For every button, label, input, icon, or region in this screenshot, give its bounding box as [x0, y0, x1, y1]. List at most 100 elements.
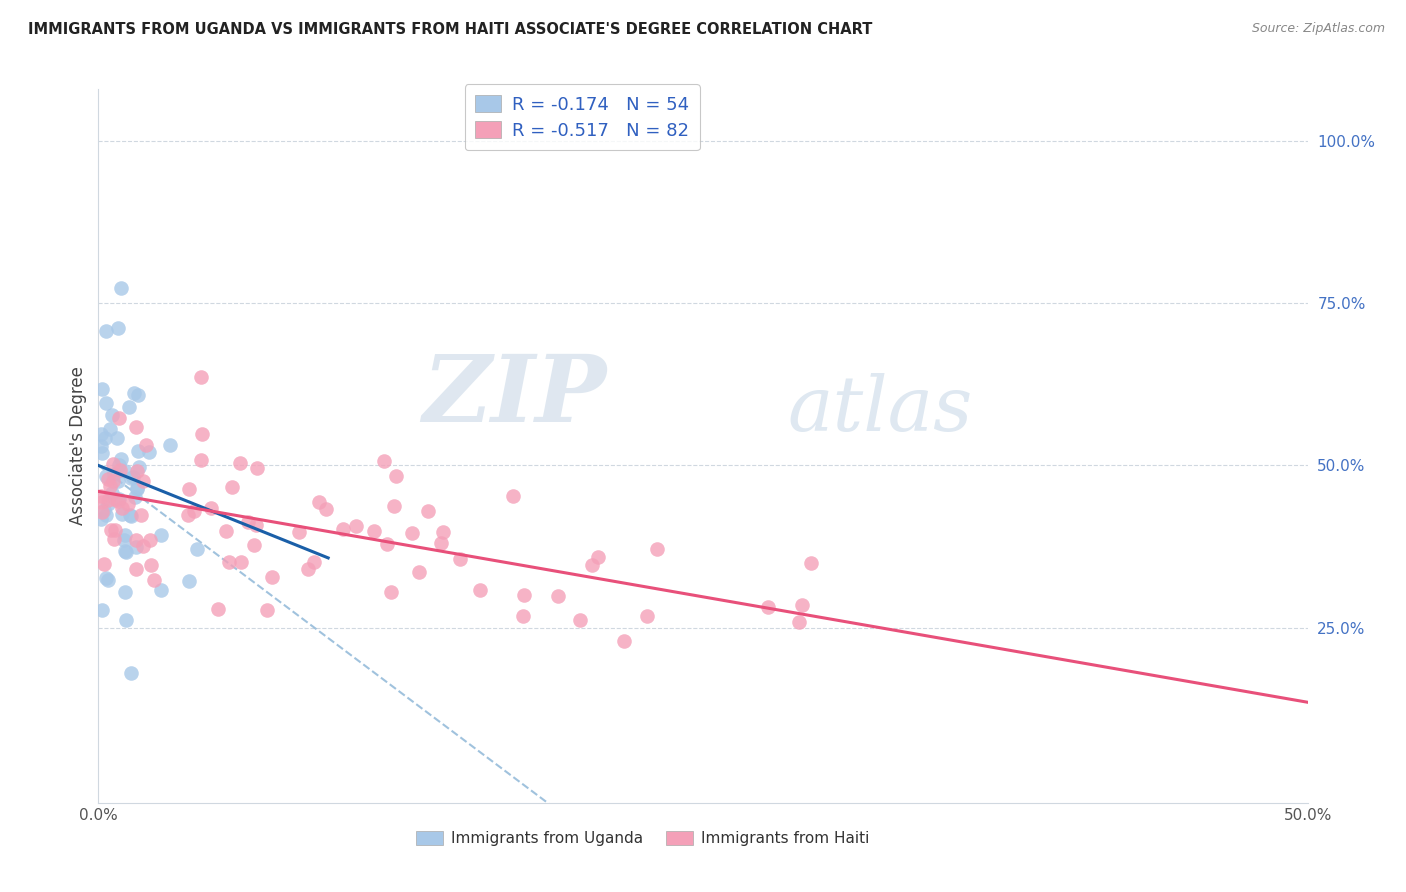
Point: [110, 500, 132, 515]
Point: [218, 555, 240, 569]
Point: [120, 509, 142, 524]
Point: [138, 444, 160, 458]
Point: [124, 540, 146, 554]
Point: [332, 522, 354, 536]
Point: [363, 524, 385, 538]
Point: [107, 494, 129, 508]
Point: [142, 573, 165, 587]
Point: [416, 504, 439, 518]
Point: [114, 543, 136, 558]
Point: [308, 495, 330, 509]
Point: [114, 585, 136, 599]
Point: [101, 408, 124, 422]
Point: [128, 459, 150, 474]
Point: [97, 573, 120, 587]
Point: [401, 525, 423, 540]
Point: [800, 556, 823, 570]
Point: [315, 501, 337, 516]
Text: atlas: atlas: [787, 374, 973, 447]
Point: [131, 474, 153, 488]
Point: [120, 508, 142, 523]
Point: [125, 464, 148, 478]
Point: [139, 533, 162, 548]
Point: [115, 544, 138, 558]
Point: [93, 502, 115, 516]
Point: [302, 555, 325, 569]
Point: [104, 491, 127, 506]
Point: [141, 558, 163, 572]
Point: [150, 583, 173, 598]
Point: [108, 458, 131, 472]
Point: [94, 431, 117, 445]
Point: [108, 411, 131, 425]
Point: [135, 438, 157, 452]
Point: [229, 555, 252, 569]
Point: [132, 539, 155, 553]
Point: [101, 475, 124, 489]
Point: [96, 469, 118, 483]
Point: [127, 387, 149, 401]
Point: [125, 562, 148, 576]
Point: [179, 574, 201, 588]
Point: [512, 609, 534, 624]
Point: [124, 490, 146, 504]
Point: [129, 508, 152, 522]
Point: [94, 570, 117, 584]
Point: [380, 585, 402, 599]
Point: [90, 439, 112, 453]
Point: [176, 508, 198, 522]
Point: [91, 505, 114, 519]
Y-axis label: Associate's Degree: Associate's Degree: [69, 367, 87, 525]
Point: [125, 481, 148, 495]
Text: IMMIGRANTS FROM UGANDA VS IMMIGRANTS FROM HAITI ASSOCIATE'S DEGREE CORRELATION C: IMMIGRANTS FROM UGANDA VS IMMIGRANTS FRO…: [28, 22, 873, 37]
Point: [91, 446, 114, 460]
Point: [101, 457, 124, 471]
Point: [344, 519, 367, 533]
Point: [97, 472, 120, 486]
Point: [110, 451, 132, 466]
Point: [90, 426, 112, 441]
Text: ZIP: ZIP: [422, 351, 606, 441]
Point: [581, 558, 603, 572]
Point: [107, 321, 129, 335]
Point: [260, 570, 283, 584]
Point: [190, 453, 212, 467]
Point: [502, 489, 524, 503]
Point: [200, 500, 222, 515]
Point: [432, 525, 454, 540]
Point: [110, 507, 132, 521]
Point: [100, 485, 122, 500]
Point: [97, 497, 120, 511]
Point: [94, 324, 117, 338]
Point: [790, 598, 813, 612]
Point: [214, 524, 236, 539]
Point: [94, 508, 117, 522]
Point: [375, 537, 398, 551]
Point: [91, 603, 114, 617]
Point: [373, 454, 395, 468]
Point: [125, 533, 148, 547]
Point: [149, 528, 172, 542]
Text: Source: ZipAtlas.com: Source: ZipAtlas.com: [1251, 22, 1385, 36]
Point: [98, 421, 121, 435]
Point: [103, 467, 125, 482]
Point: [91, 382, 114, 396]
Point: [243, 538, 266, 552]
Point: [127, 482, 149, 496]
Point: [191, 426, 214, 441]
Point: [97, 493, 120, 508]
Point: [547, 589, 569, 603]
Point: [613, 634, 636, 648]
Point: [107, 475, 129, 489]
Point: [117, 497, 139, 511]
Point: [408, 565, 430, 579]
Point: [586, 550, 609, 565]
Point: [122, 470, 145, 484]
Point: [108, 463, 131, 477]
Point: [385, 469, 408, 483]
Point: [127, 443, 149, 458]
Point: [221, 480, 243, 494]
Point: [93, 557, 115, 571]
Point: [179, 482, 201, 496]
Point: [100, 523, 122, 537]
